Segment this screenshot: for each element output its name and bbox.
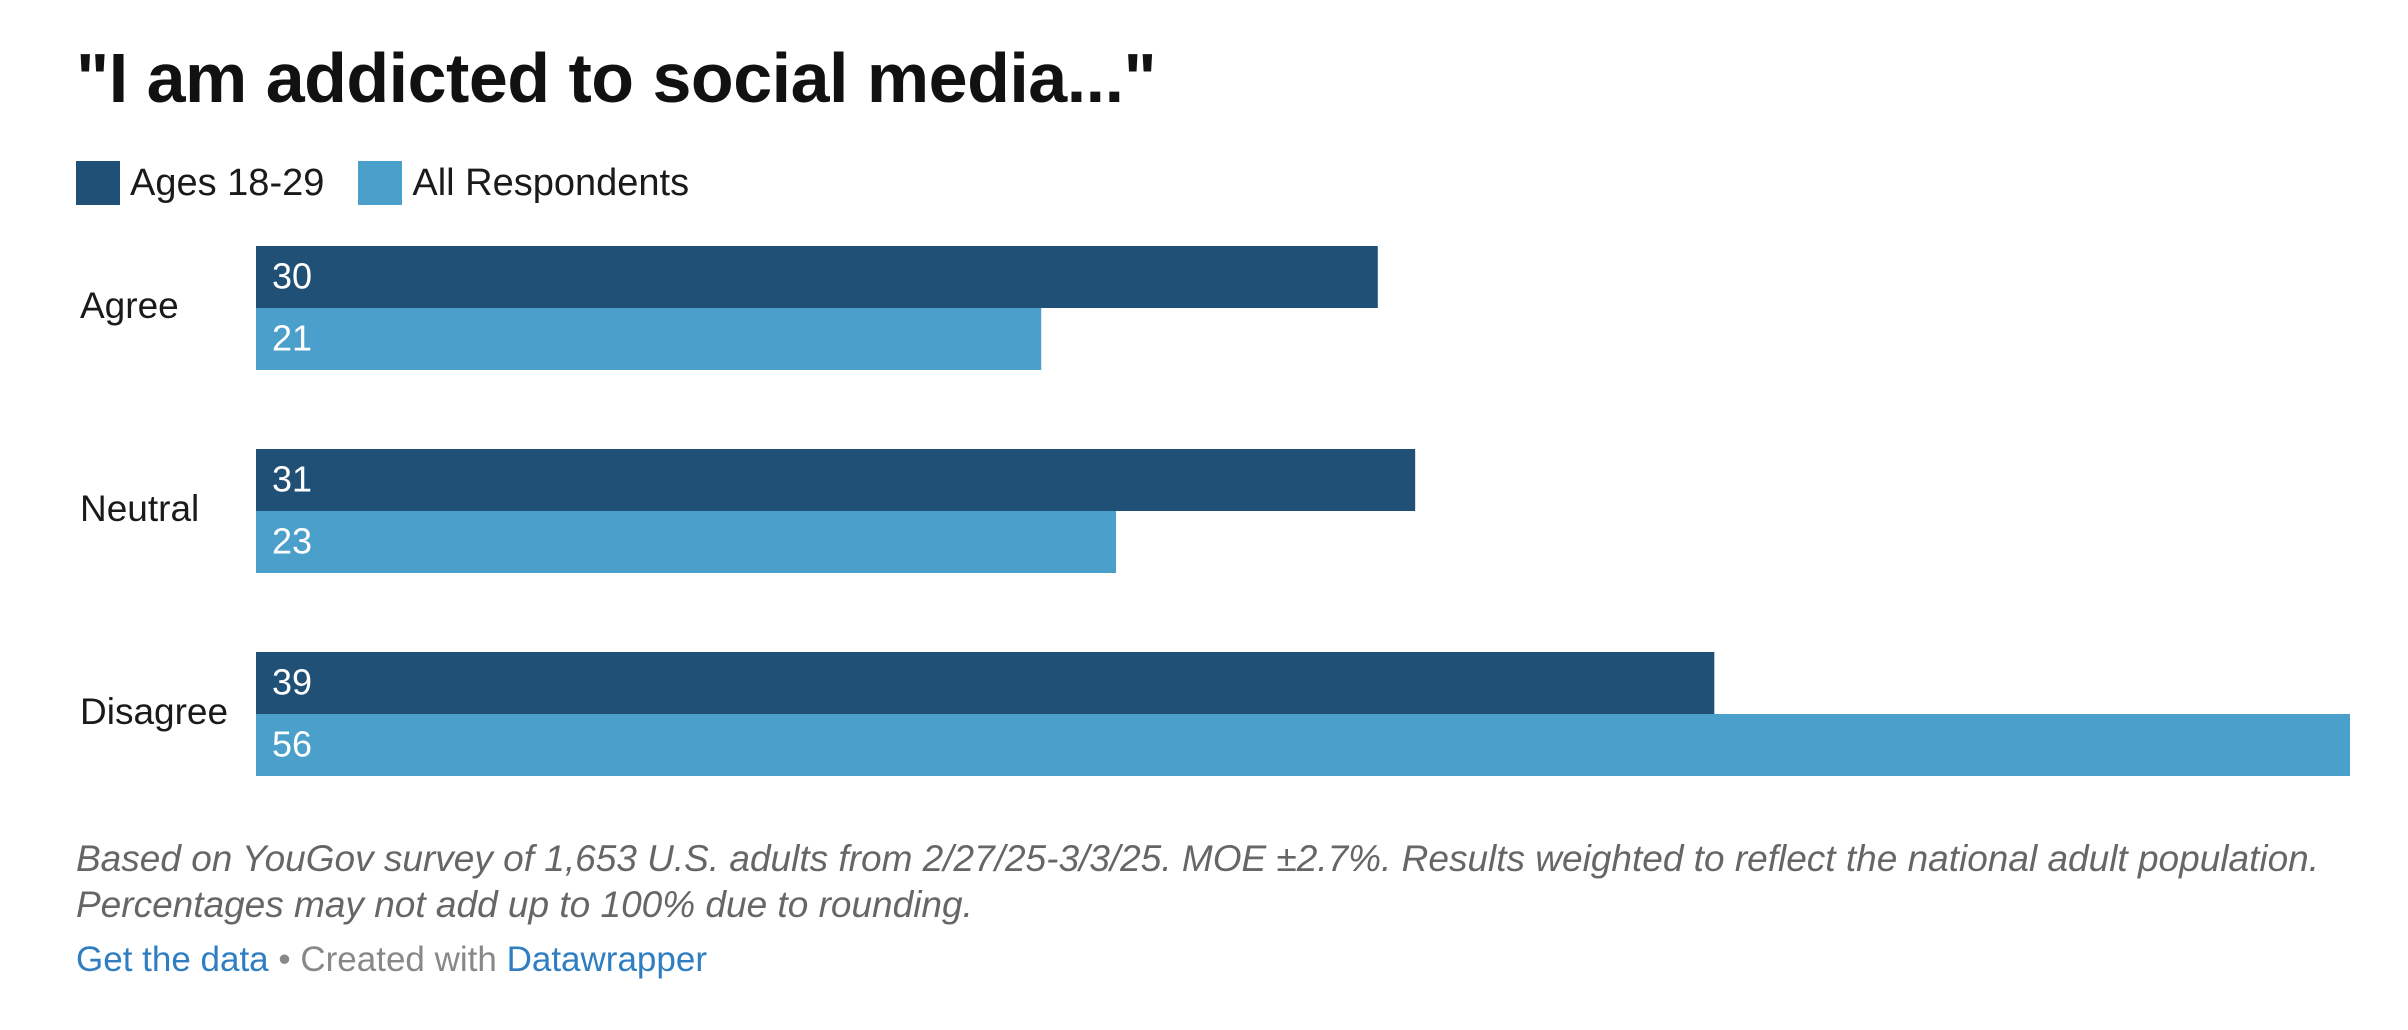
data-label-neutral-ages-18-29: 31 [272,459,312,500]
datawrapper-link[interactable]: Datawrapper [506,940,707,979]
legend-item-all-respondents: All Respondents [358,161,689,205]
bar-agree-ages-18-29 [256,246,1378,308]
legend-swatch-ages-18-29 [76,161,120,205]
bar-agree-all-respondents [256,308,1042,370]
legend-swatch-all-respondents [358,161,403,205]
chart-notes: Based on YouGov survey of 1,653 U.S. adu… [76,838,2320,925]
bar-chart: Agree 30 21 Neutral 31 23 Disagree 39 56 [80,246,2350,776]
data-label-disagree-all-respondents: 56 [272,724,312,765]
legend-item-ages-18-29: Ages 18-29 [76,161,324,205]
get-the-data-link[interactable]: Get the data [76,940,269,979]
category-label-agree: Agree [80,285,179,326]
bar-disagree-all-respondents [256,714,2350,776]
data-label-disagree-ages-18-29: 39 [272,662,312,703]
chart-title: "I am addicted to social media..." [76,39,1157,117]
created-with-text: Created with [300,940,497,979]
legend-label-all-respondents: All Respondents [412,161,690,204]
category-label-disagree: Disagree [80,691,228,732]
data-label-agree-ages-18-29: 30 [272,256,312,297]
category-label-neutral: Neutral [80,488,199,529]
bar-neutral-all-respondents [256,511,1117,573]
legend: Ages 18-29 All Respondents [76,160,723,206]
bar-disagree-ages-18-29 [256,652,1715,714]
data-label-agree-all-respondents: 21 [272,318,312,359]
footer-separator: • [278,940,291,979]
chart-footer: Get the data • Created with Datawrapper [76,940,707,980]
bar-neutral-ages-18-29 [256,449,1416,511]
legend-label-ages-18-29: Ages 18-29 [130,161,325,204]
data-label-neutral-all-respondents: 23 [272,521,312,562]
